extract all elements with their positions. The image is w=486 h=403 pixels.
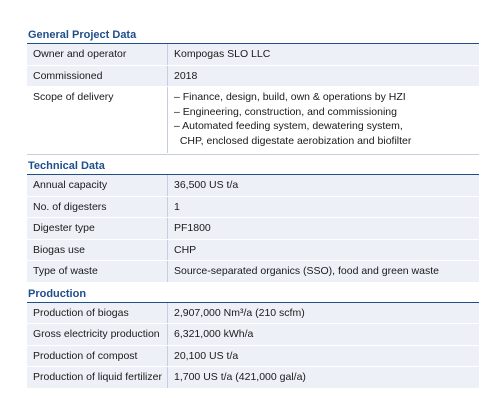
row-value: 36,500 US t/a [167, 175, 479, 196]
row-label: No. of digesters [33, 200, 107, 213]
table-row: Scope of delivery – Finance, design, bui… [27, 87, 479, 154]
row-value: Source-separated organics (SSO), food an… [167, 261, 479, 282]
row-label: Production of compost [33, 349, 138, 362]
section-title: Production [27, 286, 479, 303]
table-row: Owner and operator Kompogas SLO LLC [27, 44, 479, 66]
section-general-project-data: General Project Data Owner and operator … [27, 27, 479, 155]
table-row: Type of waste Source-separated organics … [27, 261, 479, 283]
row-label: Type of waste [33, 265, 98, 277]
row-label: Production of biogas [33, 306, 129, 319]
row-label: Production of liquid fertilizer [33, 371, 162, 383]
row-value: 6,321,000 kWh/a [167, 324, 479, 345]
project-data-sheet: General Project Data Owner and operator … [27, 27, 479, 389]
row-value: 1,700 US t/a (421,000 gal/a) [167, 367, 479, 388]
row-label: Owner and operator [33, 48, 127, 60]
table-row: Production of compost 20,100 US t/a [27, 345, 479, 367]
row-value: PF1800 [167, 218, 479, 239]
table-row: Digester type PF1800 [27, 218, 479, 240]
section-production: Production Production of biogas 2,907,00… [27, 286, 479, 389]
row-value: Kompogas SLO LLC [167, 44, 479, 65]
table-row: Production of biogas 2,907,000 Nm³/a (21… [27, 302, 479, 324]
table-row: Commissioned 2018 [27, 65, 479, 87]
row-value: 20,100 US t/a [167, 345, 479, 366]
row-label: Scope of delivery [33, 91, 114, 103]
row-value: 1 [167, 196, 479, 217]
row-value: CHP [167, 239, 479, 260]
row-value: 2,907,000 Nm³/a (210 scfm) [167, 302, 479, 323]
row-value: 2018 [167, 65, 479, 86]
table-row: Production of liquid fertilizer 1,700 US… [27, 367, 479, 389]
row-label: Digester type [33, 222, 95, 234]
table-row: Biogas use CHP [27, 239, 479, 261]
section-title: Technical Data [27, 158, 479, 175]
table-row: Gross electricity production 6,321,000 k… [27, 324, 479, 346]
section-technical-data: Technical Data Annual capacity 36,500 US… [27, 158, 479, 283]
section-title: General Project Data [27, 27, 479, 44]
row-value: – Finance, design, build, own & operatio… [167, 87, 479, 153]
row-label: Annual capacity [33, 179, 108, 191]
row-label: Gross electricity production [33, 328, 160, 340]
row-label: Biogas use [33, 243, 85, 256]
table-row: Annual capacity 36,500 US t/a [27, 175, 479, 197]
row-label: Commissioned [33, 69, 103, 82]
table-row: No. of digesters 1 [27, 196, 479, 218]
